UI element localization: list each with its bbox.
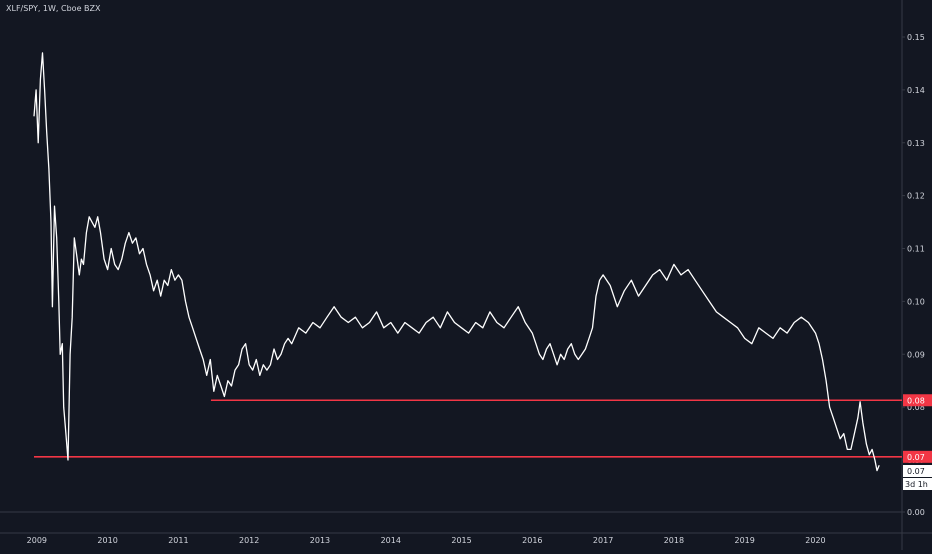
- level-price-label: 0.07: [907, 453, 925, 462]
- x-tick-label: 2018: [664, 536, 684, 545]
- x-tick-label: 2013: [310, 536, 330, 545]
- y-tick-label: 0.11: [907, 245, 925, 254]
- x-tick-label: 2015: [451, 536, 471, 545]
- x-tick-label: 2017: [593, 536, 613, 545]
- last-price-badge: [903, 465, 932, 477]
- level-price-label: 0.08: [907, 396, 925, 405]
- y-tick-label: 0.09: [907, 350, 925, 359]
- x-tick-label: 2010: [97, 536, 117, 545]
- y-tick-label: 0.14: [907, 86, 925, 95]
- y-tick-label: 0.12: [907, 192, 925, 201]
- price-series-line: [33, 52, 880, 472]
- x-tick-label: 2020: [805, 536, 825, 545]
- last-price-label: 0.07: [907, 467, 925, 476]
- level-price-badge: [903, 450, 932, 463]
- level-price-badge: [903, 394, 932, 407]
- x-tick-label: 2009: [27, 536, 47, 545]
- x-tick-label: 2011: [168, 536, 188, 545]
- countdown-label: 3d 1h: [905, 480, 928, 489]
- x-tick-label: 2019: [734, 536, 754, 545]
- y-tick-label: 0.10: [907, 297, 925, 306]
- chart-title: XLF/SPY, 1W, Cboe BZX: [6, 4, 101, 13]
- x-tick-label: 2016: [522, 536, 542, 545]
- x-tick-label: 2012: [239, 536, 259, 545]
- y-tick-label: 0.08: [907, 403, 925, 412]
- x-tick-label: 2014: [381, 536, 401, 545]
- y-tick-label: 0.00: [907, 508, 925, 517]
- y-tick-label: 0.15: [907, 33, 925, 42]
- countdown-badge: [903, 478, 932, 490]
- y-tick-label: 0.13: [907, 139, 925, 148]
